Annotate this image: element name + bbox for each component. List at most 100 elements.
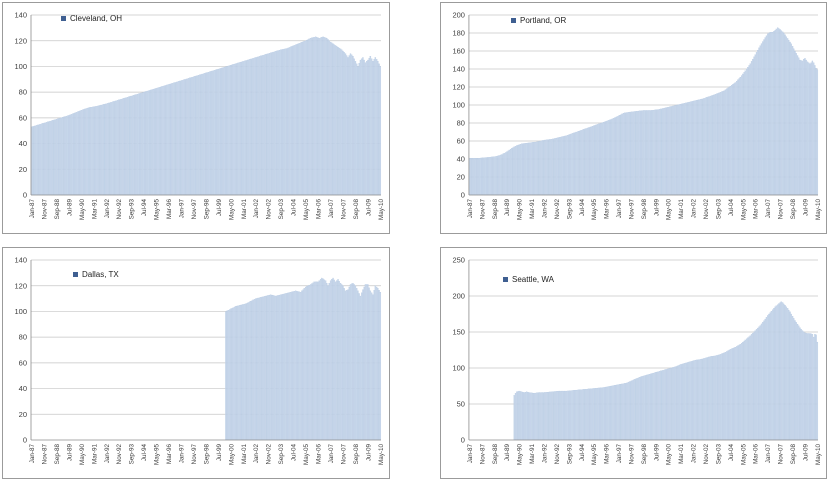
svg-text:Jul-99: Jul-99 [653,443,660,461]
svg-text:Nov-07: Nov-07 [340,199,347,220]
chart-panel-dallas: 0 20 40 60 80 100 120 140 Jan-87 Nov-87 Sep-88 Jul-… [2,247,390,479]
svg-text:140: 140 [14,11,27,20]
svg-text:Nov-02: Nov-02 [703,443,710,464]
seattle-chart: 0 50 100 150 200 250 Jan-87 Nov-87 Sep-88 Jul-89 M… [452,256,822,465]
svg-text:Mar-96: Mar-96 [604,199,611,219]
legend-label: Seattle, WA [512,275,554,284]
svg-text:Jul-09: Jul-09 [365,199,372,217]
svg-text:0: 0 [23,436,27,445]
svg-text:Sep-88: Sep-88 [492,444,499,465]
svg-text:Nov-92: Nov-92 [116,199,123,220]
svg-text:May-05: May-05 [303,199,310,220]
svg-text:120: 120 [14,281,27,290]
legend-marker-icon [511,18,516,23]
svg-text:100: 100 [452,101,464,110]
legend-label: Portland, OR [520,16,567,25]
svg-text:Nov-07: Nov-07 [778,198,785,219]
svg-text:Sep-88: Sep-88 [54,444,61,465]
svg-text:Sep-03: Sep-03 [715,199,722,220]
svg-text:Jul-09: Jul-09 [365,444,372,462]
svg-text:Nov-92: Nov-92 [554,443,561,464]
legend-label: Cleveland, OH [70,14,123,23]
svg-text:May-90: May-90 [79,444,86,465]
svg-text:40: 40 [19,384,27,393]
svg-text:80: 80 [19,333,27,342]
svg-text:200: 200 [452,292,464,301]
portland-chart: 0 20 40 60 80 100 120 140 160 180 200 Jan-87 Nov-87 S… [452,11,821,220]
svg-text:May-00: May-00 [666,199,673,220]
svg-text:Jan-97: Jan-97 [178,444,185,464]
svg-text:Jan-97: Jan-97 [616,444,623,464]
svg-text:May-10: May-10 [815,444,822,465]
svg-text:Nov-97: Nov-97 [628,443,635,464]
svg-text:Jan-97: Jan-97 [178,199,185,219]
svg-text:Jan-87: Jan-87 [29,199,36,219]
svg-text:Sep-93: Sep-93 [566,199,573,220]
svg-text:Sep-03: Sep-03 [278,199,285,220]
svg-text:100: 100 [14,62,27,71]
svg-text:May-95: May-95 [591,199,598,220]
svg-text:Mar-91: Mar-91 [91,199,98,219]
svg-text:Jan-07: Jan-07 [328,199,335,219]
svg-text:20: 20 [19,410,27,419]
svg-text:Sep-08: Sep-08 [790,199,797,220]
svg-text:Nov-07: Nov-07 [778,443,785,464]
svg-text:May-90: May-90 [79,199,86,220]
svg-text:Sep-08: Sep-08 [353,444,360,465]
svg-text:Jul-94: Jul-94 [579,198,586,216]
svg-text:May-05: May-05 [740,444,747,465]
svg-text:Jan-97: Jan-97 [616,199,623,219]
svg-text:0: 0 [23,191,27,200]
svg-text:Nov-87: Nov-87 [41,199,48,220]
svg-text:May-10: May-10 [378,444,385,465]
svg-text:250: 250 [452,256,464,265]
svg-text:Jan-87: Jan-87 [467,444,474,464]
svg-text:Nov-02: Nov-02 [266,444,273,465]
svg-text:100: 100 [14,307,27,316]
svg-text:40: 40 [19,139,27,148]
svg-text:160: 160 [452,47,464,56]
svg-text:Jan-87: Jan-87 [467,199,474,219]
svg-text:60: 60 [19,113,27,122]
svg-text:May-90: May-90 [517,444,524,465]
svg-text:Jul-94: Jul-94 [579,443,586,461]
seattle-legend: Seattle, WA [503,275,554,284]
svg-text:Jul-09: Jul-09 [802,443,809,461]
svg-text:Mar-91: Mar-91 [529,199,536,219]
svg-text:Jul-94: Jul-94 [141,444,148,462]
svg-text:20: 20 [457,173,465,182]
svg-text:Jan-92: Jan-92 [541,199,548,219]
svg-text:Sep-98: Sep-98 [203,444,210,465]
svg-text:120: 120 [14,36,27,45]
svg-text:Jul-04: Jul-04 [291,199,298,217]
svg-text:Jul-09: Jul-09 [802,198,809,216]
svg-text:Nov-87: Nov-87 [479,198,486,219]
svg-text:May-05: May-05 [303,444,310,465]
svg-text:Nov-02: Nov-02 [266,199,273,220]
chart-panel-seattle: 0 50 100 150 200 250 Jan-87 Nov-87 Sep-88 Jul-89 M… [440,247,827,479]
svg-text:May-00: May-00 [228,444,235,465]
chart-panel-cleveland: 0 20 40 60 80 100 120 140 Jan-87 Nov-87 Sep-88 Jul-… [2,2,390,234]
svg-text:50: 50 [457,400,465,409]
svg-text:Mar-91: Mar-91 [91,444,98,464]
legend-label: Dallas, TX [82,270,119,279]
svg-text:Jan-92: Jan-92 [104,199,111,219]
svg-text:Sep-88: Sep-88 [54,199,61,220]
svg-text:Jan-92: Jan-92 [104,444,111,464]
legend-marker-icon [73,272,78,277]
svg-text:Jan-02: Jan-02 [253,199,260,219]
svg-text:40: 40 [457,155,465,164]
svg-text:Sep-98: Sep-98 [641,199,648,220]
svg-text:Jan-02: Jan-02 [691,444,698,464]
svg-text:Jan-02: Jan-02 [253,444,260,464]
svg-text:Jul-04: Jul-04 [728,198,735,216]
svg-text:Sep-93: Sep-93 [129,199,136,220]
svg-text:Sep-93: Sep-93 [129,444,136,465]
svg-text:Jul-99: Jul-99 [216,199,223,217]
svg-text:60: 60 [457,137,465,146]
svg-text:Jul-99: Jul-99 [653,198,660,216]
svg-text:Nov-97: Nov-97 [191,199,198,220]
svg-text:May-05: May-05 [740,199,747,220]
svg-text:Mar-96: Mar-96 [166,444,173,464]
